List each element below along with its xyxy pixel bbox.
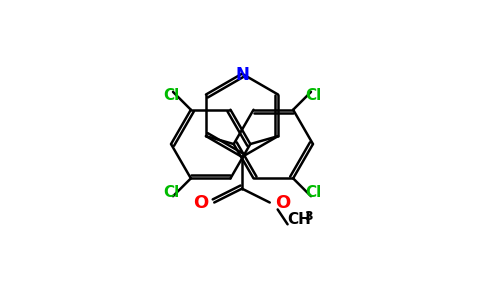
Text: Cl: Cl [305, 185, 321, 200]
Text: N: N [235, 66, 249, 84]
Text: Cl: Cl [163, 185, 179, 200]
Text: Cl: Cl [305, 88, 321, 103]
Text: O: O [275, 194, 290, 211]
Text: Cl: Cl [163, 88, 179, 103]
Text: 3: 3 [304, 210, 313, 223]
Text: CH: CH [287, 212, 311, 227]
Text: O: O [193, 194, 208, 211]
